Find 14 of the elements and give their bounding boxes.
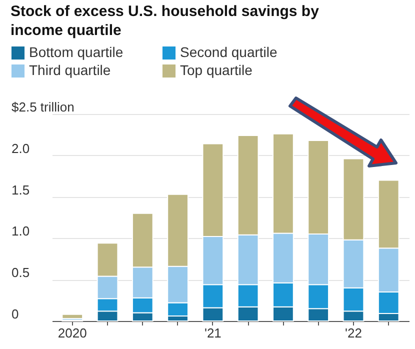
chart-title: Stock of excess U.S. household savings by income quartile bbox=[10, 3, 320, 39]
legend-label: Top quartile bbox=[180, 62, 253, 78]
x-tick-label: 2020 bbox=[58, 326, 87, 340]
x-tick-label: '22 bbox=[345, 326, 362, 340]
y-tick-label: 2.0 bbox=[12, 140, 30, 156]
legend-label: Second quartile bbox=[180, 44, 278, 60]
y-tick-label: 0 bbox=[12, 306, 19, 322]
legend-label: Bottom quartile bbox=[29, 44, 124, 60]
y-tick-label: 1.0 bbox=[12, 224, 30, 239]
legend-label: Third quartile bbox=[29, 62, 111, 78]
y-tick-label: 1.5 bbox=[12, 182, 30, 198]
y-tick-label: $2.5 trillion bbox=[12, 100, 74, 114]
y-tick-label: 0.5 bbox=[12, 265, 30, 280]
x-tick-label: '21 bbox=[204, 326, 222, 340]
